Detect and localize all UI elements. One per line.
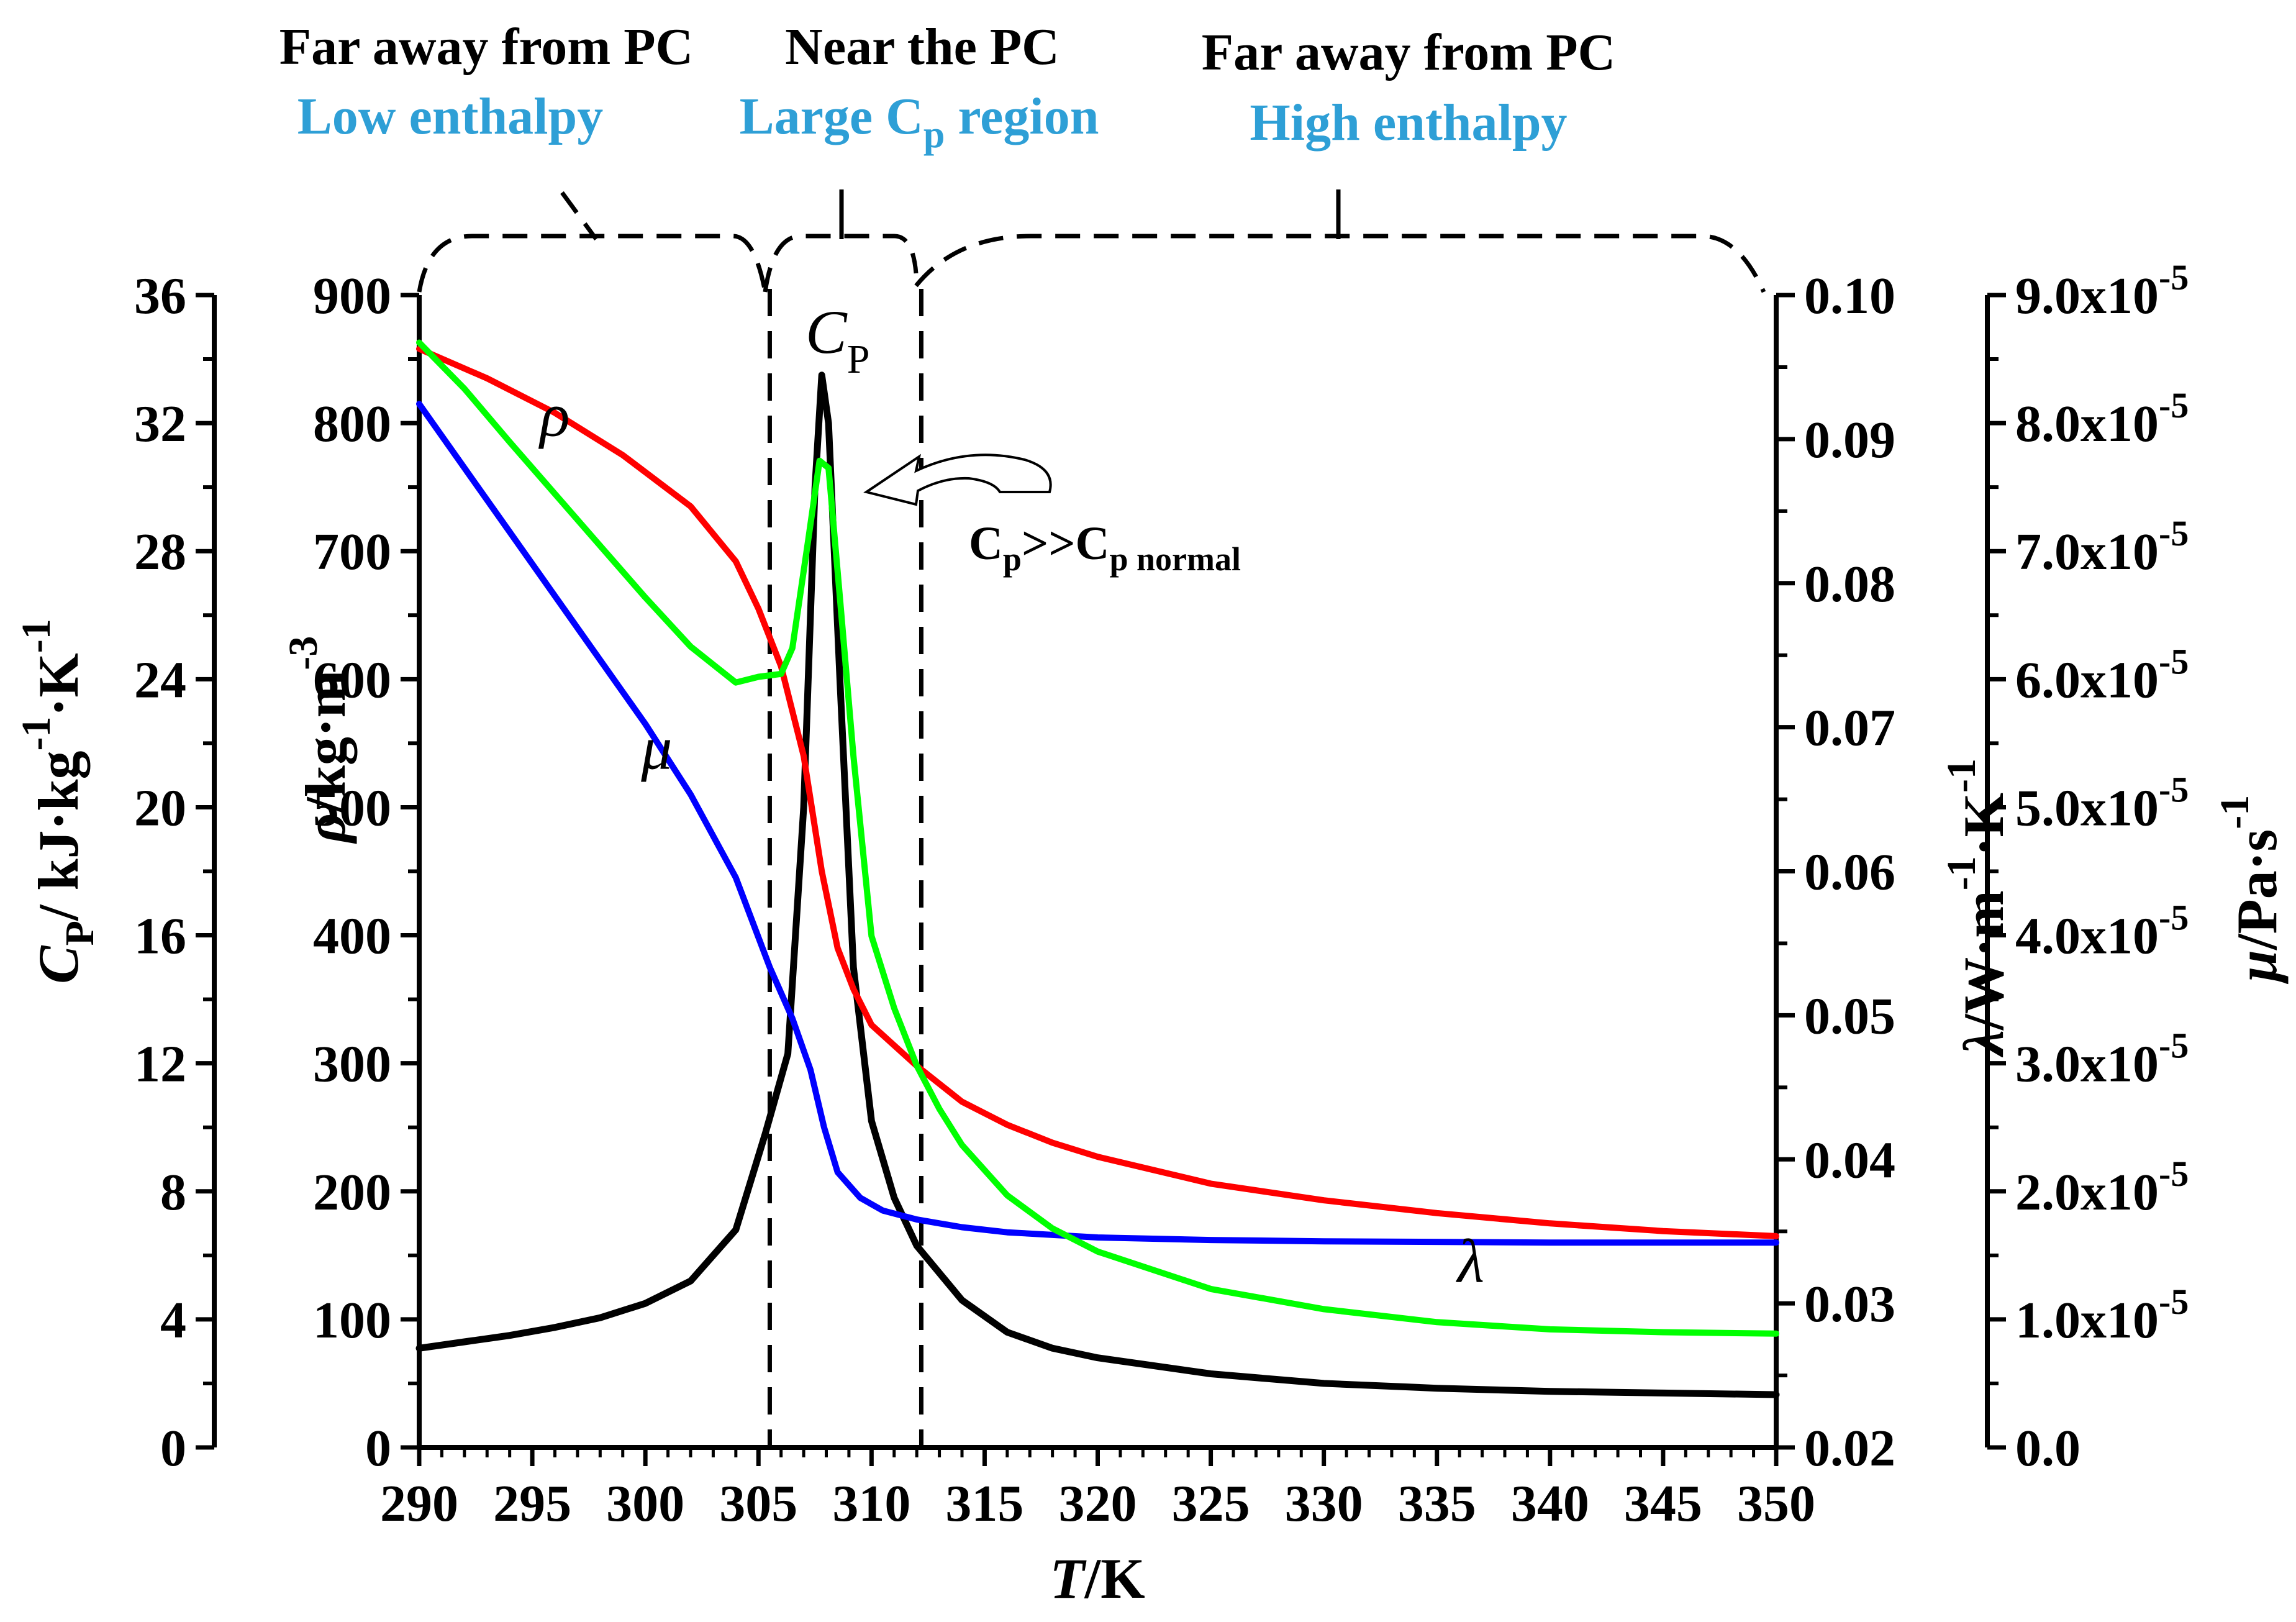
lambda-curve-label: λ	[1456, 1226, 1484, 1295]
x-tick-label: 315	[945, 1475, 1023, 1533]
rho-tick-label: 800	[313, 395, 391, 453]
rho-tick-label: 500	[313, 779, 391, 837]
lambda-tick-label: 0.08	[1804, 555, 1895, 613]
mu-axis-title: μ/Pa·s-1	[2212, 795, 2289, 984]
x-tick-label: 310	[832, 1475, 910, 1533]
rho-curve-label: ρ	[538, 381, 570, 450]
lambda-tick-label: 0.05	[1804, 987, 1895, 1045]
bracket-left-leader	[560, 191, 598, 241]
cp-axis: 0 4 8 12 16 20 24 28 32 36	[134, 267, 217, 1477]
rho-tick-label: 200	[313, 1164, 391, 1221]
rho-tick-label: 100	[313, 1292, 391, 1349]
mu-tick-label: 0.0	[2015, 1419, 2080, 1477]
x-tick-label: 350	[1737, 1475, 1815, 1533]
cp-axis-title: CP/ kJ·kg-1·K-1	[14, 619, 102, 984]
mu-tick-label: 7.0x10-5	[2015, 513, 2189, 581]
mu-tick-label: 9.0x10-5	[2015, 257, 2189, 325]
lambda-tick-label: 0.03	[1804, 1275, 1895, 1333]
region-middle-title: Near the PC	[785, 18, 1060, 76]
x-tick-label: 345	[1624, 1475, 1702, 1533]
x-tick-label: 330	[1285, 1475, 1363, 1533]
region-right-subtitle: High enthalpy	[1250, 94, 1567, 152]
cp-series-line	[415, 371, 1780, 1398]
x-tick-label: 335	[1398, 1475, 1476, 1533]
x-tick-label: 340	[1511, 1475, 1589, 1533]
region-right-title: Far away from PC	[1202, 24, 1615, 81]
cp-tick-label: 12	[134, 1036, 186, 1093]
mu-curve-label: μ	[640, 714, 672, 783]
region-left-title: Far away from PC	[279, 18, 693, 76]
lambda-tick-label: 0.10	[1804, 267, 1895, 325]
lambda-axis-title: λ/W·m-1·K-1	[1939, 759, 2015, 1058]
lambda-tick-label: 0.06	[1804, 844, 1895, 901]
mu-tick-label: 8.0x10-5	[2015, 385, 2189, 453]
cp-annotation: Cp>>Cp normal	[863, 453, 1241, 578]
mu-tick-label: 6.0x10-5	[2015, 641, 2189, 709]
mu-tick-label: 2.0x10-5	[2015, 1154, 2189, 1221]
rho-tick-label: 700	[313, 523, 391, 581]
rho-tick-label: 400	[313, 908, 391, 965]
cp-curve-label: CP	[805, 298, 869, 382]
annotation-arrow-icon	[863, 453, 1052, 506]
rho-tick-label: 300	[313, 1036, 391, 1093]
annotation-text: Cp>>Cp normal	[969, 517, 1241, 578]
lambda-tick-label: 0.02	[1804, 1419, 1895, 1477]
cp-tick-label: 16	[134, 908, 186, 965]
lambda-tick-label: 0.07	[1804, 699, 1895, 757]
curve-labels: ρ μ λ CP	[538, 298, 1485, 1296]
region-left-subtitle: Low enthalpy	[297, 88, 603, 145]
mu-series-line	[416, 401, 1779, 1246]
bracket-right	[914, 234, 1766, 293]
rho-axis: 0 100 200 300 400 500 600 700 800 900	[313, 267, 422, 1477]
x-tick-label: 295	[493, 1475, 571, 1533]
x-tick-label: 290	[380, 1475, 458, 1533]
x-tick-label: 300	[606, 1475, 684, 1533]
region-brackets	[417, 191, 1766, 293]
lambda-tick-label: 0.09	[1804, 411, 1895, 469]
lambda-tick-label: 0.04	[1804, 1131, 1895, 1189]
rho-series-line	[416, 345, 1779, 1239]
bracket-left	[417, 234, 768, 293]
x-axis: 290 295 300 305 310 315 320 325 330 335 340 345 350	[380, 1447, 1815, 1533]
cp-tick-label: 0	[160, 1419, 186, 1477]
cp-tick-label: 4	[160, 1292, 186, 1349]
cp-tick-label: 8	[160, 1164, 186, 1221]
mu-tick-label: 1.0x10-5	[2015, 1282, 2189, 1349]
bracket-middle	[763, 234, 919, 293]
x-tick-label: 305	[719, 1475, 797, 1533]
rho-axis-title: ρ/kg·m-3	[281, 636, 357, 844]
cp-tick-label: 24	[134, 651, 186, 709]
cp-tick-label: 32	[134, 395, 186, 453]
cp-tick-label: 20	[134, 779, 186, 837]
lambda-axis: 0.02 0.03 0.04 0.05 0.06 0.07 0.08 0.09 0.10	[1774, 267, 1895, 1477]
rho-tick-label: 600	[313, 651, 391, 709]
region-middle-subtitle: Large Cp region	[740, 88, 1099, 156]
series-lines	[415, 339, 1780, 1398]
lambda-series-line	[416, 339, 1779, 1337]
x-tick-label: 320	[1059, 1475, 1137, 1533]
mu-tick-label: 3.0x10-5	[2015, 1026, 2189, 1093]
cp-tick-label: 28	[134, 523, 186, 581]
cp-tick-label: 36	[134, 267, 186, 325]
mu-tick-label: 5.0x10-5	[2015, 769, 2189, 837]
mu-axis: 0.0 1.0x10-5 2.0x10-5 3.0x10-5 4.0x10-5 5.0x1…	[1985, 257, 2189, 1477]
rho-tick-label: 900	[313, 267, 391, 325]
x-axis-title: T/K	[1050, 1547, 1145, 1610]
mu-tick-label: 4.0x10-5	[2015, 898, 2189, 965]
rho-tick-label: 0	[365, 1419, 391, 1477]
x-tick-label: 325	[1172, 1475, 1250, 1533]
